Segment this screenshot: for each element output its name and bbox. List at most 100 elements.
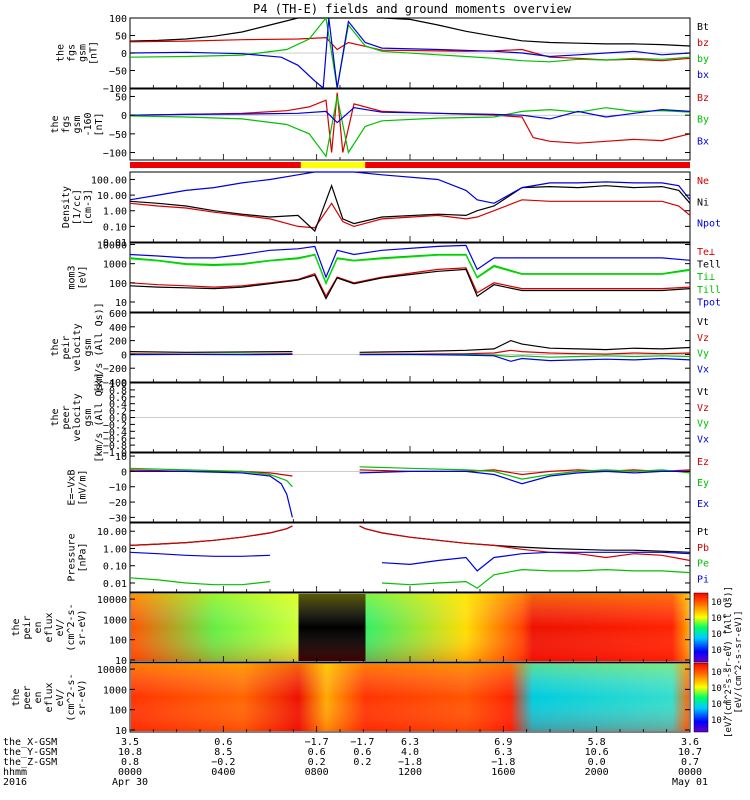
series-line-Tell <box>129 268 691 300</box>
series-line-Pi <box>129 551 271 557</box>
y-tick-label: −100 <box>103 149 127 160</box>
x-row-value: 4.0 <box>401 747 419 758</box>
x-row-value: 0.0 <box>588 757 606 768</box>
series-line-Till <box>129 254 691 286</box>
y-tick-label: 600 <box>109 309 127 320</box>
y-axis-label-line: eflux <box>44 612 55 642</box>
y-tick-label: −50 <box>109 130 127 141</box>
y-tick-label: −50 <box>109 67 127 78</box>
y-axis-label-line: [km/s (All Qs)] <box>94 302 105 392</box>
legend-entry: Te⊥ <box>697 247 715 258</box>
y-tick-label: −200 <box>103 364 127 375</box>
legend-entry: Ex <box>697 499 709 510</box>
legend-entry: Pi <box>697 574 709 585</box>
y-axis-label: thepeerenefluxeV/(cm^2-s-sr-eV) <box>11 673 88 721</box>
panel-frame <box>129 88 691 161</box>
x-date-right: May 01 <box>672 777 708 788</box>
y-tick-label: −30 <box>109 513 127 524</box>
y-tick-label: −1.0 <box>103 448 127 459</box>
panel-fgs-gse: Bz By Bx 50 0 −50 −100 thefgsgsm-160[nT] <box>50 88 709 161</box>
y-axis-label-line: velocity <box>72 393 83 441</box>
y-tick-label: 1000 <box>103 260 127 271</box>
panel-fgs: Bt bz by bx 100 50 0 −50 −100 thefgsgsm[nT] <box>56 14 710 95</box>
legend-entry: Tell <box>697 260 721 271</box>
legend-entry: Ni <box>697 197 709 208</box>
y-axis-label-line: [nPa] <box>78 542 89 572</box>
series-line-Pi <box>381 551 691 572</box>
time-axis-labels: the_X-GSM 3.5 0.6 −1.7 −1.7 6.3 6.9 5.8 3.6the_Y… <box>3 737 708 788</box>
y-tick-label: −0.2 <box>103 420 127 431</box>
panel-efield: Ez Ey Ex 10 0 −10 −20 −30 E=−VxB[mV/m] <box>67 452 710 524</box>
series-line-By <box>129 96 691 158</box>
series-line-Bt <box>129 17 691 47</box>
y-axis-label-line: [eV] <box>78 265 89 289</box>
y-axis-label-line: the <box>56 44 67 62</box>
y-tick-label: 0.01 <box>103 579 127 590</box>
series-line-Ey <box>359 466 691 480</box>
y-tick-label: 0.0 <box>109 414 127 425</box>
y-axis-label-line: en <box>33 691 44 703</box>
y-tick-label: 10 <box>115 656 127 667</box>
colorbar-label: 10² <box>711 646 727 656</box>
y-tick-label: 10 <box>115 726 127 737</box>
colorbar-label: 10⁴ <box>711 700 727 710</box>
y-tick-label: 10000 <box>97 665 127 676</box>
y-axis-label-line: gsm <box>72 115 83 133</box>
y-tick-label: 10.00 <box>97 191 127 202</box>
y-axis-label: thepeirenefluxeV/(cm^2-s-sr-eV) <box>11 603 88 651</box>
x-row-value: 0.8 <box>121 757 139 768</box>
colorbar-label: 10⁸ <box>711 598 727 608</box>
y-axis-label: thefgsgsm[nT] <box>56 41 100 65</box>
y-axis-label-line: (cm^2-s- <box>66 673 77 721</box>
series-line-Ti⊥ <box>129 253 691 285</box>
legend-entry: Vz <box>697 333 709 344</box>
plot-title: P4 (TH-E) fields and ground moments over… <box>253 2 572 16</box>
y-tick-label: 0.8 <box>109 386 127 397</box>
series-line-Te⊥ <box>129 267 691 298</box>
y-axis-label-line: gsm <box>78 44 89 62</box>
legend-entry: Ti⊥ <box>697 272 715 283</box>
mode-bar-fast <box>300 162 366 168</box>
y-tick-label: 0.6 <box>109 393 127 404</box>
y-tick-label: 1.00 <box>103 207 127 218</box>
colorbar-title-2: [eV/(cm^2-s-sr-eV) (All Qs)] <box>724 586 734 738</box>
y-tick-label: 400 <box>109 323 127 334</box>
x-row-value: 3.6 <box>681 737 699 748</box>
series-line-Ex <box>359 470 690 485</box>
y-axis-label-line: peir <box>61 335 72 359</box>
x-row-value: 10.8 <box>118 747 142 758</box>
y-tick-label: 0.01 <box>103 238 127 249</box>
y-tick-label: 1.0 <box>109 379 127 390</box>
mode-bars <box>130 162 690 168</box>
panel-density: Ne Ni Npot 100.00 10.00 1.00 0.10 0.01 Density[1… <box>61 171 721 249</box>
y-tick-label: 200 <box>109 337 127 348</box>
x-row-value: 0.6 <box>214 737 232 748</box>
x-row-label: the_Z-GSM <box>3 757 57 768</box>
y-tick-label: 100 <box>109 14 127 25</box>
x-date-left: Apr 30 <box>112 777 148 788</box>
panel-peir: VtVzVyVx6004002000−200−400thepeirvelocit… <box>50 302 709 392</box>
legend-entry: Bz <box>697 93 709 104</box>
y-axis-label-line: the <box>11 618 22 636</box>
x-row-label: hhmm <box>3 767 27 778</box>
series-line-Pb <box>359 525 691 562</box>
legend-entry: Bx <box>697 136 709 147</box>
x-year: 2016 <box>3 777 27 788</box>
legend-entry: Ey <box>697 478 709 489</box>
x-row-value: 0800 <box>305 767 329 778</box>
y-axis-label-line: velocity <box>72 323 83 371</box>
x-row-value: 10.7 <box>678 747 702 758</box>
y-tick-label: 100.00 <box>91 175 127 186</box>
legend-entry: Pt <box>697 527 709 538</box>
series-line-Ex <box>130 470 293 518</box>
y-axis-label-line: -160 <box>83 112 94 136</box>
y-tick-label: 10 <box>115 298 127 309</box>
y-tick-label: −0.4 <box>103 427 127 438</box>
y-tick-label: 0 <box>121 350 127 361</box>
y-tick-label: −20 <box>109 498 127 509</box>
legend-entry: Vy <box>697 349 709 360</box>
y-axis-label-line: peir <box>22 615 33 639</box>
y-tick-label: 1.00 <box>103 544 127 555</box>
